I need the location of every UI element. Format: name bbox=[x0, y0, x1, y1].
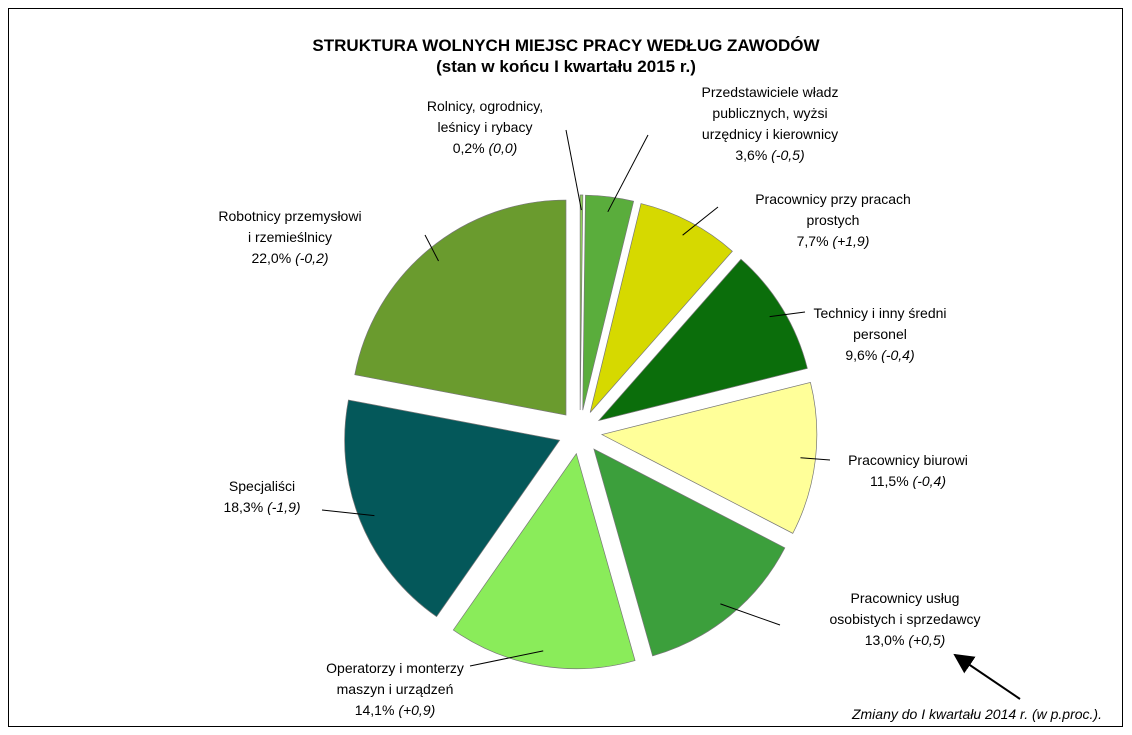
slice-label: Technicy i inny średni personel 9,6% (-0,… bbox=[730, 303, 1030, 366]
pie-slice bbox=[452, 452, 636, 670]
value-label: 7,7% bbox=[796, 233, 829, 249]
frame bbox=[8, 8, 1123, 727]
change-label: (+0,5) bbox=[908, 632, 946, 648]
slice-label: Rolnicy, ogrodnicy, leśnicy i rybacy 0,2%… bbox=[335, 96, 635, 159]
leader-line bbox=[607, 134, 649, 213]
slice-label: Operatorzy i monterzy maszyn i urządzeń 1… bbox=[245, 658, 545, 721]
value-label: 11,5% bbox=[869, 473, 909, 489]
category-name: Robotnicy przemysłowi i rzemieślnicy bbox=[218, 208, 362, 245]
arrow bbox=[953, 653, 1021, 700]
pie-slice bbox=[589, 203, 733, 413]
leader-line bbox=[682, 206, 719, 236]
category-name: Pracownicy biurowi bbox=[848, 452, 968, 468]
slice-label: Robotnicy przemysłowi i rzemieślnicy 22,0… bbox=[140, 206, 440, 269]
value-label: 3,6% bbox=[735, 147, 768, 163]
leader-line bbox=[321, 509, 375, 517]
slice-label: Przedstawiciele władz publicznych, wyżsi… bbox=[620, 82, 920, 166]
chart-title: STRUKTURA WOLNYCH MIEJSC PRACY WEDŁUG ZA… bbox=[312, 36, 820, 55]
pie-slice bbox=[600, 381, 818, 534]
value-label: 0,2% bbox=[452, 140, 485, 156]
leader-line bbox=[720, 603, 781, 626]
change-label: (-0,4) bbox=[912, 473, 946, 489]
leader-line bbox=[565, 129, 582, 211]
category-name: Pracownicy usług osobistych i sprzedawcy bbox=[829, 590, 981, 627]
change-label: (+1,9) bbox=[832, 233, 870, 249]
pie-slice bbox=[579, 194, 584, 411]
pie-slice bbox=[354, 199, 567, 416]
value-label: 18,3% bbox=[223, 499, 264, 515]
leader-line bbox=[800, 457, 831, 461]
slice-label: Pracownicy biurowi 11,5% (-0,4) bbox=[758, 450, 1058, 492]
slice-label: Pracownicy przy pracach prostych 7,7% (+1… bbox=[683, 189, 983, 252]
value-label: 22,0% bbox=[251, 250, 292, 266]
change-label: (-0,5) bbox=[771, 147, 805, 163]
category-name: Operatorzy i monterzy maszyn i urządzeń bbox=[326, 660, 464, 697]
pie-slice bbox=[582, 194, 635, 411]
chart-subtitle: (stan w końcu I kwartału 2015 r.) bbox=[436, 57, 696, 76]
slice-label: Specjaliści 18,3% (-1,9) bbox=[112, 476, 412, 518]
change-label: (0,0) bbox=[488, 140, 518, 156]
category-name: Rolnicy, ogrodnicy, leśnicy i rybacy bbox=[426, 98, 544, 135]
leader-line bbox=[469, 650, 544, 667]
category-name: Pracownicy przy pracach prostych bbox=[755, 191, 911, 228]
leader-line bbox=[769, 311, 806, 318]
value-label: 9,6% bbox=[845, 347, 878, 363]
change-label: (-0,2) bbox=[295, 250, 329, 266]
pie-slice bbox=[344, 399, 561, 618]
value-label: 13,0% bbox=[864, 632, 905, 648]
note: Zmiany do I kwartału 2014 r. (w p.proc.)… bbox=[851, 706, 1102, 722]
value-label: 14,1% bbox=[354, 702, 395, 718]
slice-label: Pracownicy usług osobistych i sprzedawcy… bbox=[755, 588, 1055, 651]
change-label: (-1,9) bbox=[267, 499, 301, 515]
pie-slice bbox=[593, 448, 786, 657]
category-name: Specjaliści bbox=[228, 478, 296, 494]
change-label: (+0,9) bbox=[398, 702, 436, 718]
leader-line bbox=[424, 234, 439, 262]
pie-slice bbox=[597, 258, 808, 422]
category-name: Technicy i inny średni personel bbox=[813, 305, 947, 342]
category-name: Przedstawiciele władz publicznych, wyżsi… bbox=[701, 84, 839, 142]
change-label: (-0,4) bbox=[881, 347, 915, 363]
